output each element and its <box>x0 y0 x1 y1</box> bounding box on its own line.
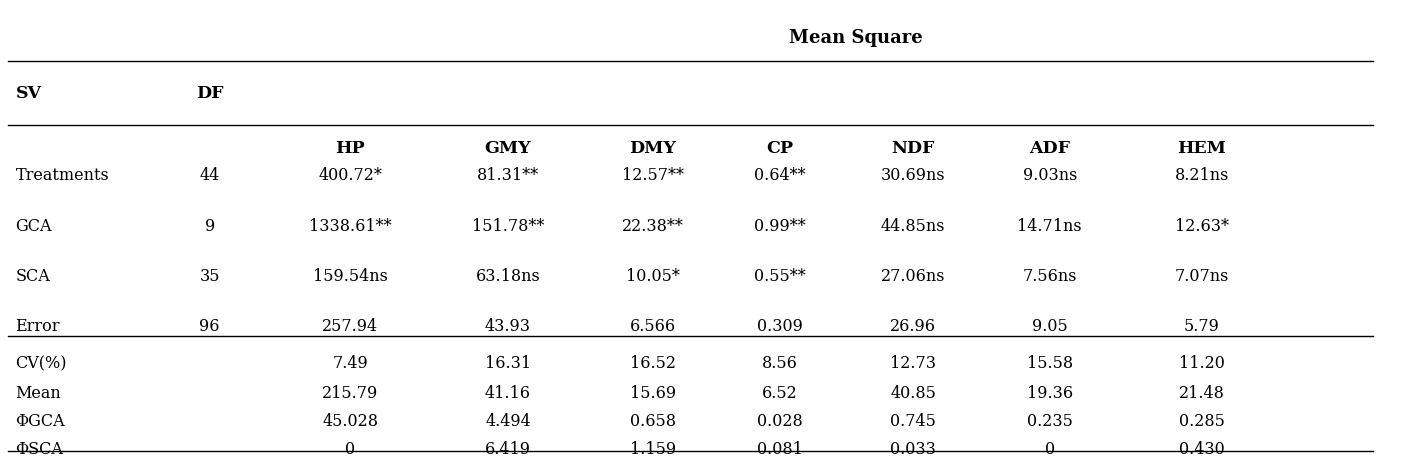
Text: 0.285: 0.285 <box>1179 413 1225 431</box>
Text: DMY: DMY <box>629 140 677 157</box>
Text: 35: 35 <box>199 268 220 285</box>
Text: CV(%): CV(%) <box>16 355 66 372</box>
Text: 6.419: 6.419 <box>485 441 532 458</box>
Text: 5.79: 5.79 <box>1184 318 1220 335</box>
Text: 22.38**: 22.38** <box>622 218 684 235</box>
Text: 96: 96 <box>199 318 220 335</box>
Text: 4.494: 4.494 <box>485 413 530 431</box>
Text: 159.54ns: 159.54ns <box>313 268 388 285</box>
Text: 8.56: 8.56 <box>761 355 798 372</box>
Text: GCA: GCA <box>16 218 52 235</box>
Text: ADF: ADF <box>1029 140 1070 157</box>
Text: 12.57**: 12.57** <box>622 167 684 184</box>
Text: CP: CP <box>766 140 792 157</box>
Text: 19.36: 19.36 <box>1026 385 1073 402</box>
Text: 44: 44 <box>200 167 220 184</box>
Text: 0.309: 0.309 <box>757 318 802 335</box>
Text: 0.55**: 0.55** <box>754 268 805 285</box>
Text: 0: 0 <box>345 441 355 458</box>
Text: 0.430: 0.430 <box>1179 441 1225 458</box>
Text: 16.31: 16.31 <box>485 355 532 372</box>
Text: 26.96: 26.96 <box>890 318 936 335</box>
Text: 0.235: 0.235 <box>1026 413 1073 431</box>
Text: 10.05*: 10.05* <box>626 268 680 285</box>
Text: 0.745: 0.745 <box>890 413 936 431</box>
Text: 0.033: 0.033 <box>890 441 936 458</box>
Text: 11.20: 11.20 <box>1179 355 1225 372</box>
Text: 7.56ns: 7.56ns <box>1022 268 1077 285</box>
Text: NDF: NDF <box>891 140 935 157</box>
Text: 21.48: 21.48 <box>1179 385 1225 402</box>
Text: 151.78**: 151.78** <box>472 218 544 235</box>
Text: 0.64**: 0.64** <box>754 167 805 184</box>
Text: ΦSCA: ΦSCA <box>16 441 63 458</box>
Text: 12.73: 12.73 <box>890 355 936 372</box>
Text: 1.159: 1.159 <box>630 441 675 458</box>
Text: 0.028: 0.028 <box>757 413 802 431</box>
Text: GMY: GMY <box>485 140 532 157</box>
Text: DF: DF <box>196 85 223 102</box>
Text: 43.93: 43.93 <box>485 318 532 335</box>
Text: 257.94: 257.94 <box>323 318 378 335</box>
Text: 15.69: 15.69 <box>630 385 675 402</box>
Text: 16.52: 16.52 <box>630 355 675 372</box>
Text: ΦGCA: ΦGCA <box>16 413 65 431</box>
Text: Treatments: Treatments <box>16 167 109 184</box>
Text: Mean Square: Mean Square <box>790 29 924 47</box>
Text: HEM: HEM <box>1177 140 1227 157</box>
Text: 15.58: 15.58 <box>1026 355 1073 372</box>
Text: 1338.61**: 1338.61** <box>309 218 392 235</box>
Text: 14.71ns: 14.71ns <box>1018 218 1081 235</box>
Text: 9.03ns: 9.03ns <box>1022 167 1077 184</box>
Text: Mean: Mean <box>16 385 61 402</box>
Text: 27.06ns: 27.06ns <box>881 268 946 285</box>
Text: SCA: SCA <box>16 268 51 285</box>
Text: SV: SV <box>16 85 41 102</box>
Text: 40.85: 40.85 <box>890 385 936 402</box>
Text: 30.69ns: 30.69ns <box>881 167 946 184</box>
Text: 41.16: 41.16 <box>485 385 532 402</box>
Text: 0.99**: 0.99** <box>754 218 805 235</box>
Text: 6.52: 6.52 <box>761 385 798 402</box>
Text: 0: 0 <box>1045 441 1055 458</box>
Text: 7.07ns: 7.07ns <box>1175 268 1230 285</box>
Text: Error: Error <box>16 318 61 335</box>
Text: 7.49: 7.49 <box>333 355 368 372</box>
Text: 6.566: 6.566 <box>630 318 675 335</box>
Text: 63.18ns: 63.18ns <box>475 268 540 285</box>
Text: 44.85ns: 44.85ns <box>881 218 946 235</box>
Text: 9: 9 <box>204 218 214 235</box>
Text: 81.31**: 81.31** <box>477 167 539 184</box>
Text: 0.658: 0.658 <box>630 413 675 431</box>
Text: 45.028: 45.028 <box>323 413 378 431</box>
Text: 8.21ns: 8.21ns <box>1175 167 1230 184</box>
Text: HP: HP <box>336 140 365 157</box>
Text: 12.63*: 12.63* <box>1175 218 1228 235</box>
Text: 9.05: 9.05 <box>1032 318 1067 335</box>
Text: 0.081: 0.081 <box>757 441 802 458</box>
Text: 400.72*: 400.72* <box>319 167 382 184</box>
Text: 215.79: 215.79 <box>323 385 378 402</box>
